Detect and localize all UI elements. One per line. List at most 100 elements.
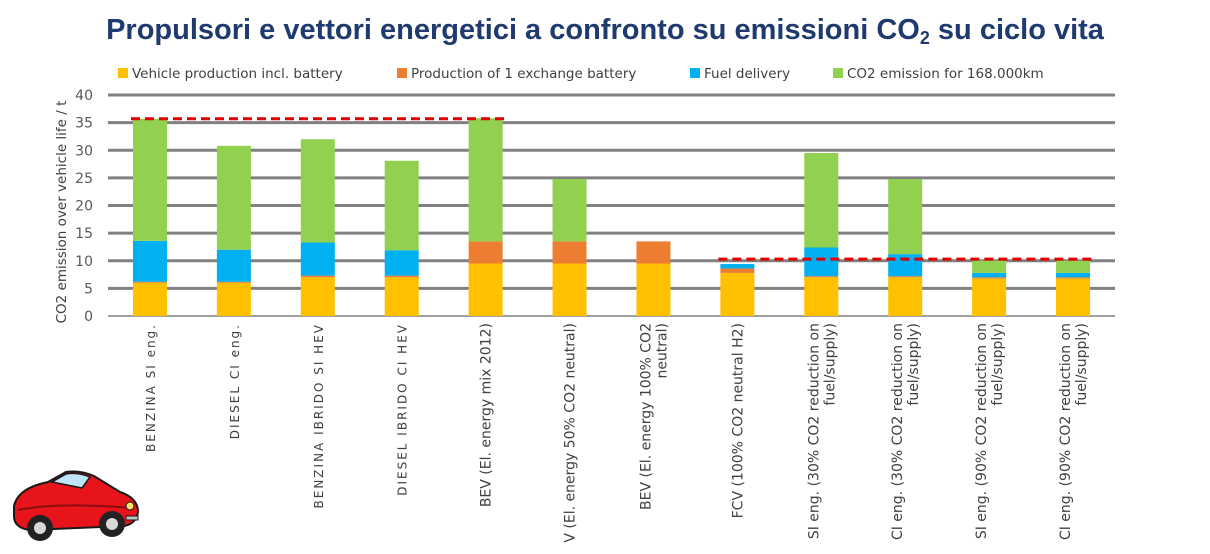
x-category-label: V (El. energy 50% CO2 neutral): [563, 323, 579, 543]
bar-stack: [1056, 260, 1091, 316]
x-category-label: CI eng. (90% CO2 reduction on fuel/supply…: [1058, 323, 1090, 540]
y-axis-ticks: 0 5 10 15 20 25 30 35 40: [75, 88, 93, 325]
y-tick-label: 40: [75, 88, 93, 104]
legend-swatch: [833, 68, 843, 78]
x-category-label: BENZINA SI eng.: [144, 323, 158, 452]
x-category-label: DIESEL IBRIDO CI HEV: [396, 323, 410, 496]
x-tick-label: SI eng. (30% CO2 reduction on: [806, 323, 822, 539]
bar-stack: [468, 118, 503, 316]
bar-segment: [636, 263, 671, 316]
x-tick-label: BENZINA SI eng.: [144, 323, 158, 452]
bar-segment: [720, 264, 755, 269]
x-category-label: SI eng. (90% CO2 reduction on fuel/supply…: [974, 323, 1006, 539]
legend-label: CO2 emission for 168.000km: [847, 66, 1044, 82]
bar-segment: [300, 275, 335, 278]
bar-segment: [552, 241, 587, 264]
x-category-label: SI eng. (30% CO2 reduction on fuel/supply…: [806, 323, 838, 539]
bar-segment: [132, 240, 167, 282]
x-tick-label: V (El. energy 50% CO2 neutral): [563, 323, 579, 543]
bar-segment: [132, 282, 167, 316]
x-tick-label: DIESEL CI eng.: [228, 323, 242, 439]
legend-swatch: [397, 68, 407, 78]
legend-item: Fuel delivery: [690, 66, 790, 82]
bar-segment: [132, 281, 167, 283]
bar-segment: [720, 272, 755, 316]
gridlines: [108, 93, 1115, 317]
x-category-label: BENZINA IBRIDO SI HEV: [312, 323, 326, 508]
bar-segment: [384, 275, 419, 278]
bar-segment: [888, 276, 923, 278]
bar-segment: [300, 139, 335, 243]
legend-item: Vehicle production incl. battery: [118, 66, 343, 82]
y-tick-label: 35: [75, 116, 93, 132]
legend-swatch: [690, 68, 700, 78]
x-category-label: BEV (El. energy 100% CO2 neutral): [638, 323, 670, 510]
chart-legend: Vehicle production incl. battery Producti…: [118, 66, 1044, 82]
y-tick-label: 20: [75, 199, 93, 215]
x-category-label: FCV (100% CO2 neutral H2): [730, 323, 746, 518]
legend-item: CO2 emission for 168.000km: [833, 66, 1044, 82]
x-category-label: CI eng. (30% CO2 reduction on fuel/supply…: [890, 323, 922, 540]
bar-segment: [300, 277, 335, 316]
bar-segment: [552, 263, 587, 316]
y-tick-label: 0: [84, 309, 93, 325]
bar-segment: [888, 178, 923, 255]
bar-segment: [804, 277, 839, 316]
bar-segment: [888, 254, 923, 277]
bar-segment: [216, 249, 251, 282]
bar-segment: [468, 241, 503, 264]
bar-stack: [216, 145, 251, 316]
bar-segment: [384, 250, 419, 276]
bar-stacks: [132, 118, 1091, 316]
x-tick-label: BEV (El. energy 100% CO2: [638, 323, 654, 510]
bar-segment: [888, 277, 923, 316]
title-subscript: 2: [919, 28, 930, 48]
bar-segment: [384, 160, 419, 251]
bar-segment: [972, 278, 1007, 316]
y-axis-label: CO2 emission over vehicle life / t: [54, 101, 70, 324]
bar-segment: [468, 263, 503, 316]
bar-segment: [636, 241, 671, 264]
red-cartoon-car-icon: [13, 470, 140, 541]
x-tick-label: neutral): [654, 323, 670, 379]
title-tail: su ciclo vita: [929, 14, 1104, 46]
bar-stack: [804, 153, 839, 316]
bar-segment: [804, 153, 839, 248]
y-tick-label: 15: [75, 226, 93, 242]
bar-segment: [384, 277, 419, 316]
bar-stack: [636, 241, 671, 316]
legend-label: Vehicle production incl. battery: [132, 66, 343, 82]
bar-segment: [216, 145, 251, 250]
reference-lines: [130, 117, 1093, 261]
bar-segment: [972, 277, 1007, 279]
x-tick-label: fuel/supply): [990, 323, 1006, 406]
bar-segment: [468, 118, 503, 242]
bar-segment: [972, 260, 1007, 273]
bar-segment: [1056, 277, 1091, 279]
x-category-label: BEV (El. energy mix 2012): [479, 323, 495, 507]
bar-stack: [888, 178, 923, 316]
bar-stack: [720, 264, 755, 316]
x-tick-label: fuel/supply): [906, 323, 922, 406]
bar-stack: [552, 178, 587, 316]
bar-segment: [1056, 260, 1091, 273]
bar-stack: [300, 139, 335, 316]
y-tick-label: 25: [75, 171, 93, 187]
x-tick-label: DIESEL IBRIDO CI HEV: [396, 323, 410, 496]
x-tick-label: fuel/supply): [822, 323, 838, 406]
bar-segment: [1056, 272, 1091, 278]
x-tick-label: BEV (El. energy mix 2012): [479, 323, 495, 507]
x-tick-label: SI eng. (90% CO2 reduction on: [974, 323, 990, 539]
legend-label: Fuel delivery: [704, 66, 790, 82]
bar-stack: [132, 118, 167, 316]
x-tick-label: fuel/supply): [1074, 323, 1090, 406]
y-tick-label: 5: [84, 281, 93, 297]
bar-segment: [552, 178, 587, 242]
y-tick-label: 10: [75, 254, 93, 270]
legend-swatch: [118, 68, 128, 78]
x-category-label: DIESEL CI eng.: [228, 323, 242, 439]
bar-segment: [216, 281, 251, 283]
title-main: Propulsori e vettori energetici a confro…: [106, 14, 920, 46]
x-tick-label: CI eng. (30% CO2 reduction on: [890, 323, 906, 540]
